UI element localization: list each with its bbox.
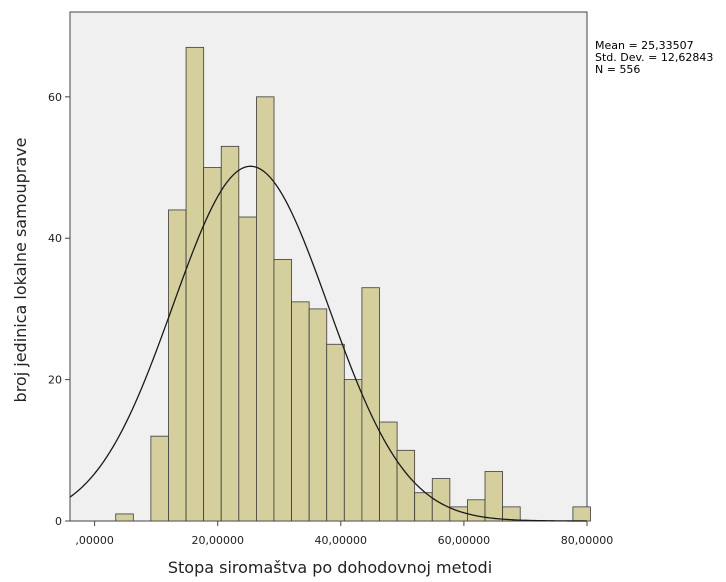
histogram-bar [361,287,380,522]
x-tick-label: 20,00000 [191,534,244,547]
y-tick-label: 60 [48,91,62,104]
histogram-bar [414,492,433,522]
y-axis: 0 20 40 60 [48,91,70,528]
normal-curve [69,165,588,522]
histogram-bar [343,379,363,522]
y-tick-label: 0 [55,515,62,528]
y-axis-label: broj jedinica lokalne samouprave [11,138,30,403]
x-axis-label: Stopa siromaštva po dohodovnoj metodi [168,558,492,577]
y-tick-label: 40 [48,232,62,245]
histogram-bar [168,209,187,522]
x-axis: ,00000 20,00000 40,00000 60,00000 80,00000 [75,521,613,547]
histogram-bar [484,471,503,522]
histogram-bar [326,343,345,522]
histogram-bar [273,259,292,522]
x-tick-label: ,00000 [75,534,114,547]
bars-group [115,46,591,522]
y-tick-label: 20 [48,374,62,387]
histogram-bar [115,513,134,522]
histogram-bar [238,216,257,522]
x-tick-label: 60,00000 [438,534,491,547]
histogram-bar [396,449,416,522]
histogram-bar [185,46,205,522]
histogram-bar [220,145,240,522]
histogram-bar [502,506,521,522]
stats-std-dev: Std. Dev. = 12,62843 [595,51,714,64]
stats-box: Mean = 25,33507 Std. Dev. = 12,62843 N =… [595,40,713,76]
x-tick-label: 40,00000 [315,534,368,547]
histogram-bar [467,499,486,522]
histogram-bar [431,478,451,522]
histogram-bar [308,308,328,522]
histogram-bar [291,301,310,522]
stats-mean: Mean = 25,33507 [595,39,694,52]
stats-n: N = 556 [595,63,641,76]
histogram-bar [150,435,169,522]
histogram-bar [572,506,591,522]
x-tick-label: 80,00000 [561,534,614,547]
histogram-bar [256,96,275,522]
